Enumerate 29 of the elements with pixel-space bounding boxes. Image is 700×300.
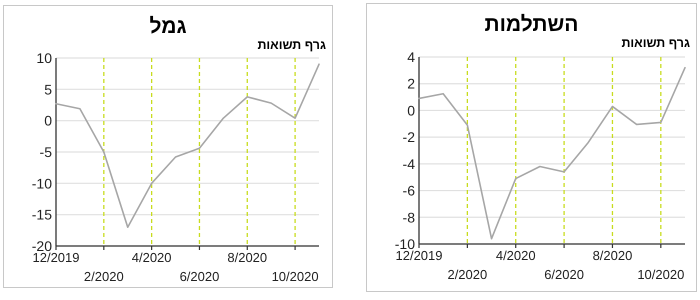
y-tick-label: 10 xyxy=(36,50,52,66)
y-tick-label: -4 xyxy=(402,156,416,172)
line-series xyxy=(418,66,686,240)
y-tick-label: 5 xyxy=(44,81,52,98)
x-tick-label: 4/2020 xyxy=(132,250,172,265)
x-tick-label: 10/2020 xyxy=(637,267,684,282)
y-tick-label: 2 xyxy=(407,76,416,92)
line-series xyxy=(55,63,320,228)
y-tick-label: 4 xyxy=(407,49,416,65)
x-tick-label: 8/2020 xyxy=(227,250,268,265)
y-tick-label: -10 xyxy=(32,175,52,192)
y-tick-label: 0 xyxy=(44,112,52,129)
y-tick-label: -5 xyxy=(40,144,52,160)
y-tick-label: -8 xyxy=(402,209,416,226)
y-tick-label: -15 xyxy=(32,206,52,223)
x-tick-label: 4/2020 xyxy=(496,248,536,263)
x-tick-label: 6/2020 xyxy=(544,267,584,282)
chart-title: גמל xyxy=(149,15,187,38)
chart-subtitle: גרף תשואות xyxy=(621,36,690,50)
x-tick-label: 6/2020 xyxy=(180,269,220,284)
x-tick-label: 2/2020 xyxy=(84,269,124,284)
y-tick-label: 0 xyxy=(407,102,416,118)
x-tick-label: 2/2020 xyxy=(447,267,488,282)
y-tick-label: -6 xyxy=(402,182,416,199)
x-tick-label: 10/2020 xyxy=(272,269,319,284)
chart-subtitle: גרף תשואות xyxy=(257,38,326,52)
y-tick-label: -2 xyxy=(402,129,416,146)
x-tick-label: 8/2020 xyxy=(592,248,632,263)
chart-title: השתלמות xyxy=(484,13,578,36)
